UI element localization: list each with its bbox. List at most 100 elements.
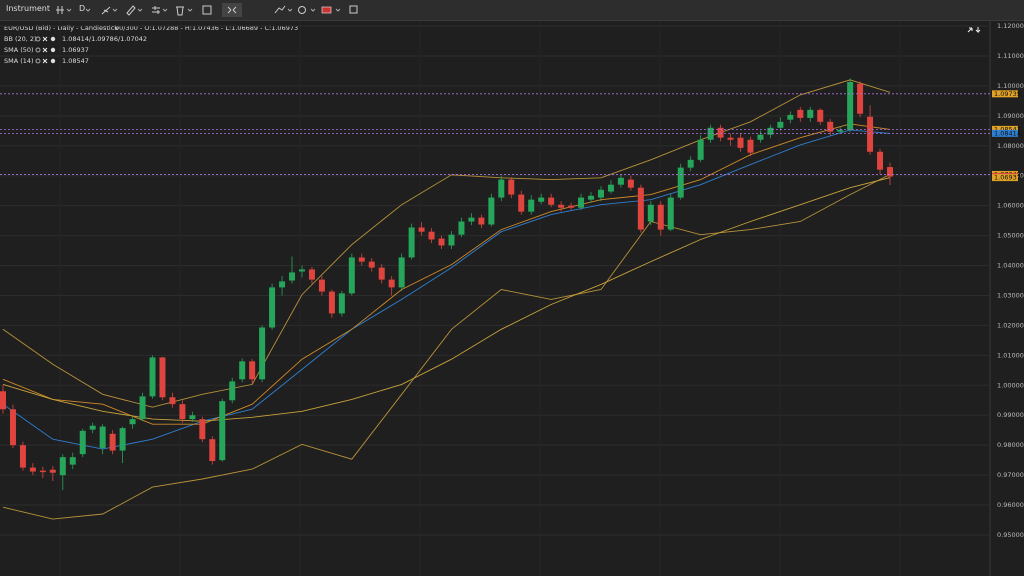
candle-body [568,205,575,208]
indicator-line [2,129,891,450]
y-tick-label: 1.04000 [997,262,1024,270]
candle-body [687,159,694,168]
candle-body [99,426,106,449]
candle-body [647,204,654,222]
y-tick-label: 1.08000 [997,142,1024,150]
candle-body [289,272,296,281]
candle-body [189,415,196,420]
dropdown-arrow [66,8,341,12]
indicator-line [2,79,891,408]
candle-body [338,293,345,314]
y-tick-label: 1.05000 [997,232,1024,240]
timeframe-menu[interactable]: D [79,4,86,13]
candle-body [697,139,704,160]
y-tick-label: 0.97000 [997,471,1024,479]
instrument-menu[interactable]: Instrument [6,4,51,13]
draw-icon[interactable] [101,6,111,15]
candle-body [528,199,535,212]
legend-settings-icon [50,58,56,64]
candle-body [707,127,714,140]
candle-body [657,204,664,230]
candle-body [129,419,136,425]
candle-body [857,83,864,114]
y-tick-label: 1.01000 [997,351,1024,359]
legend-name: BB (20, 2) [4,35,37,43]
toolbar-icons [56,3,358,17]
theme-icon[interactable] [298,6,306,14]
chart-bg [0,21,1024,576]
trash-icon[interactable] [176,6,184,16]
candle-body [209,439,216,462]
candle-body [588,195,595,200]
candle-body [9,409,16,446]
candle-body [269,287,276,328]
layout-icon[interactable] [202,5,212,15]
candle-body [548,197,555,205]
candle-body [667,197,674,230]
candle-body [139,396,146,420]
candle-body [637,187,644,230]
candle-body [119,428,126,451]
candle-body [179,404,186,420]
legend-remove-icon [42,36,48,42]
trend-icon[interactable] [274,5,286,14]
y-tick-label: 0.99000 [997,411,1024,419]
indicator-icon[interactable] [152,6,160,14]
legend-eye-icon [35,36,41,42]
candle-body [358,257,365,262]
candle-body [0,391,6,410]
candle-body [398,257,405,288]
candle-body [597,189,604,198]
indicator-line [2,177,891,422]
candle-body [328,291,335,314]
candle-body [887,167,893,177]
candle-body [777,121,784,128]
legend-value: 1.08547 [62,57,89,65]
y-tick-label: 1.00000 [997,381,1024,389]
candle-body [797,109,804,118]
candle-body [19,445,26,468]
candle-body [817,109,824,122]
candle-body [259,327,266,380]
candle-body [239,361,246,380]
candle-body [378,267,385,280]
candle-body [737,137,744,148]
candle-body [498,179,505,198]
candle-body [787,114,794,120]
indicator-line [2,173,891,520]
candle-body [508,179,515,195]
candle-body [159,357,166,398]
candle-body [279,281,286,288]
expand-icon[interactable] [967,27,981,34]
candle-body [837,129,844,132]
legend-name: SMA (50) [4,46,34,54]
chart-title: EUR/USD (Bid) - Daily - Candlestick [4,24,118,32]
y-tick-label: 1.02000 [997,321,1024,329]
price-label-bg [992,129,1018,137]
candle-body [79,430,86,455]
y-tick-label: 0.95000 [997,531,1024,539]
legend-settings-icon [50,36,56,42]
y-tick-label: 0.96000 [997,501,1024,509]
candle-body [219,401,226,461]
y-tick-label: 1.12000 [997,22,1024,30]
candle-body [229,381,236,401]
candle-body [677,167,684,198]
chart-type-icon[interactable] [56,6,64,14]
window-icon[interactable] [349,5,358,14]
ohlc-info: 90/300 - O:1.07288 - H:1.07436 - L:1.066… [115,24,298,32]
candle-body [59,457,66,476]
candle-body [169,397,176,405]
pen-icon[interactable] [126,5,136,16]
price-label-bg [992,90,1018,98]
fit-icon[interactable] [227,6,237,14]
candle-body [807,109,814,118]
price-label-bg [992,174,1018,182]
candle-body [558,204,565,208]
candle-body [199,419,206,440]
price-label-bg [992,125,1018,133]
flag-icon[interactable] [321,6,332,14]
candle-body [29,467,36,472]
candle-body [627,179,634,188]
legend-eye-icon [35,58,41,64]
